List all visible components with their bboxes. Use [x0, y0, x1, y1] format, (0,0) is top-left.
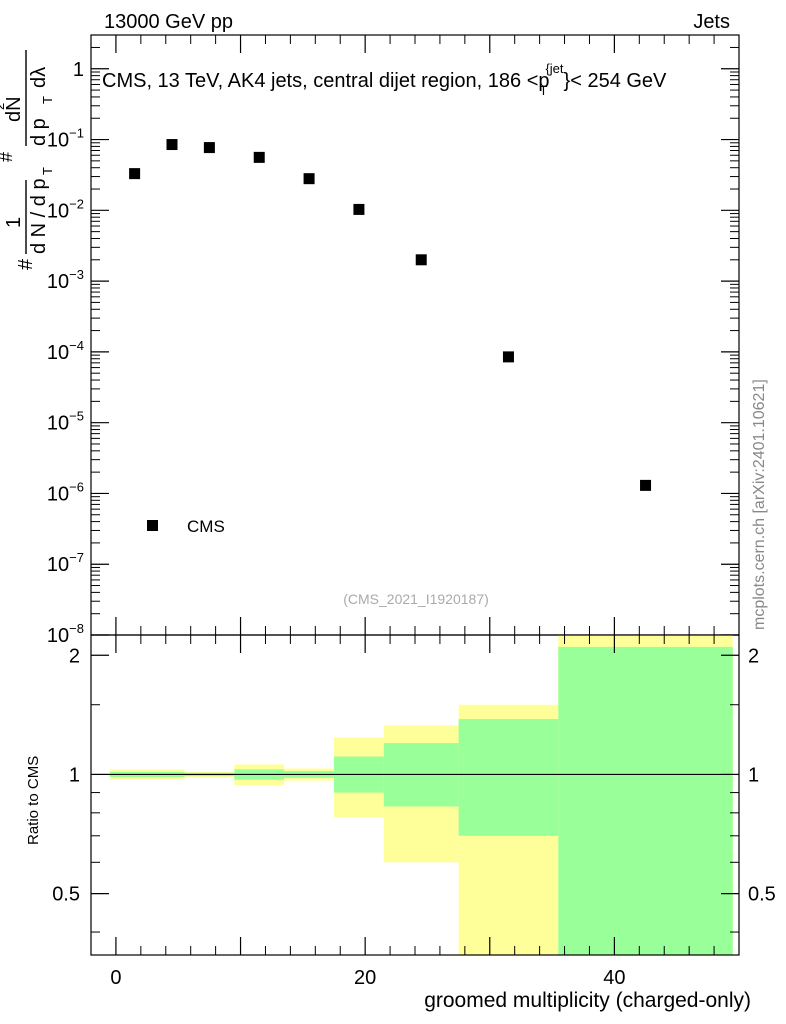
ylabel-hash2: #: [0, 152, 16, 162]
header-right: Jets: [693, 11, 730, 33]
y-tick-exponent: −6: [69, 479, 84, 494]
y-tick-exponent: −5: [69, 409, 84, 424]
title-sub: T: [540, 83, 548, 98]
ratio-y-tick-label-left: 0.5: [52, 884, 80, 906]
y-tick-label: 10−4: [47, 338, 84, 364]
y-tick-base: 10: [47, 271, 69, 293]
x-tick-label: 40: [603, 967, 625, 989]
y-tick-base: 10: [47, 342, 69, 364]
ratio-band-green: [458, 719, 559, 836]
y-tick-base: 10: [47, 130, 69, 152]
data-point: [253, 151, 265, 163]
ratio-y-tick-label-left: 1: [69, 764, 80, 786]
ratio-y-ticks: 0.5 0.5 1 1 2 2: [52, 645, 776, 933]
data-point: [303, 173, 315, 185]
y-tick-base: 1: [73, 59, 84, 81]
x-axis-label: groomed multiplicity (charged-only): [424, 989, 751, 1012]
y-tick-exponent: −2: [69, 196, 84, 211]
legend-marker: [147, 520, 158, 531]
y-tick-label: 10−7: [47, 550, 84, 576]
y-tick-label: 10−2: [47, 196, 84, 222]
x-tick-label: 20: [354, 967, 376, 989]
ratio-y-tick-label-right: 2: [748, 645, 759, 667]
ylabel-one: 1: [3, 217, 25, 228]
ratio-band-green: [558, 646, 733, 955]
y-tick-label: 1: [73, 59, 84, 81]
y-tick-exponent: −1: [69, 126, 84, 141]
main-x-ticks: [115, 35, 715, 635]
data-point: [502, 351, 514, 363]
analysis-watermark: (CMS_2021_I1920187): [343, 591, 489, 607]
y-tick-label: 10−1: [47, 126, 84, 152]
y-axis-label: # 1 d N / d p T # dN 2 d p T dλ: [0, 50, 55, 270]
y-tick-label: 10−5: [47, 409, 84, 435]
y-tick-label: 10−8: [47, 621, 84, 647]
y-tick-base: 10: [47, 483, 69, 505]
ratio-y-tick-label-right: 0.5: [748, 884, 776, 906]
y-tick-base: 10: [47, 625, 69, 647]
y-tick-label: 10−3: [47, 267, 84, 293]
y-tick-exponent: −7: [69, 550, 84, 565]
ylabel-num-sup: 2: [0, 103, 7, 110]
y-tick-exponent: −8: [69, 621, 84, 636]
ylabel-hash: #: [15, 258, 37, 270]
ylabel-dlambda: dλ: [28, 67, 50, 88]
chart-title: CMS, 13 TeV, AK4 jets, central dijet reg…: [102, 61, 667, 98]
data-point: [166, 139, 178, 151]
title-pre: CMS, 13 TeV, AK4 jets, central dijet reg…: [102, 70, 550, 92]
ylabel-den2: d p: [28, 118, 50, 146]
legend-label: CMS: [187, 517, 225, 536]
ylabel-denom: d N / d p: [28, 178, 50, 254]
main-y-ticks: 110−110−210−310−410−510−610−710−8: [47, 34, 739, 647]
header-left: 13000 GeV pp: [104, 11, 233, 33]
ylabel-num: dN: [3, 96, 25, 122]
ratio-y-axis-label: Ratio to CMS: [25, 756, 42, 845]
data-point: [129, 168, 141, 180]
ratio-bands: [109, 635, 733, 955]
title-sup: {jet: [545, 61, 563, 76]
side-label: mcplots.cern.ch [arXiv:2401.10621]: [751, 379, 768, 630]
title-post: }< 254 GeV: [564, 70, 668, 92]
ratio-x-ticks: 0 20 40: [110, 635, 715, 989]
y-tick-label: 10−6: [47, 479, 84, 505]
cms-data-points: [129, 139, 652, 491]
x-tick-label: 0: [110, 967, 121, 989]
ylabel-den2-sub: T: [40, 96, 55, 104]
data-point: [353, 203, 365, 215]
y-tick-base: 10: [47, 554, 69, 576]
data-point: [415, 254, 427, 266]
ylabel-denom-sub: T: [40, 167, 55, 175]
data-point: [203, 142, 215, 154]
data-point: [640, 479, 652, 491]
y-tick-base: 10: [47, 413, 69, 435]
ratio-y-tick-label-right: 1: [748, 764, 759, 786]
main-plot-frame: [90, 34, 740, 636]
y-tick-exponent: −3: [69, 267, 84, 282]
y-tick-exponent: −4: [69, 338, 84, 353]
ratio-y-tick-label-left: 2: [69, 645, 80, 667]
y-tick-base: 10: [47, 200, 69, 222]
